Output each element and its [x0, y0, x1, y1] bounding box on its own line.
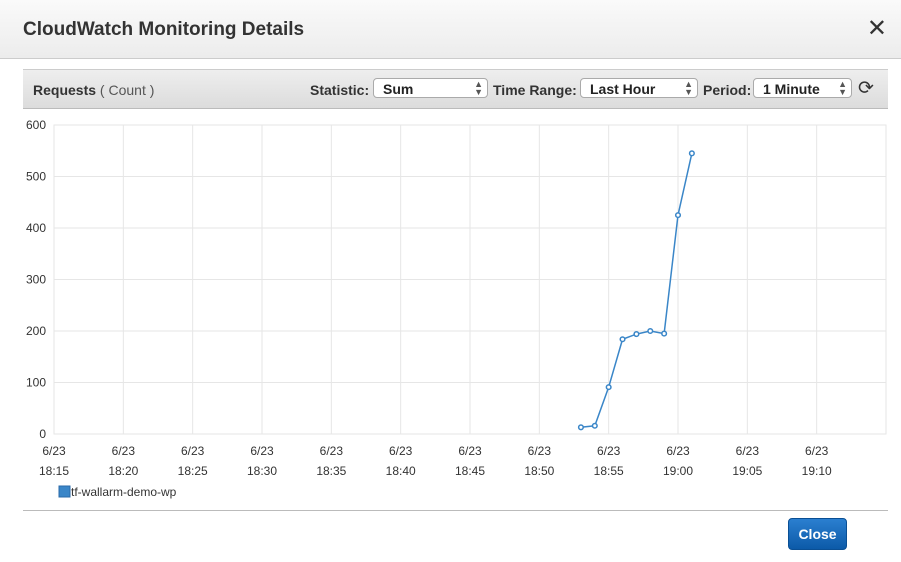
footer-divider	[23, 510, 888, 511]
dialog-title: CloudWatch Monitoring Details	[23, 19, 305, 40]
time-range-value: Last Hour	[590, 81, 656, 97]
x-tick-date: 6/23	[458, 444, 482, 458]
y-tick-label: 0	[39, 427, 46, 441]
x-tick-date: 6/23	[42, 444, 66, 458]
statistic-value: Sum	[383, 81, 414, 97]
x-tick-date: 6/23	[112, 444, 136, 458]
x-tick-time: 18:25	[178, 464, 208, 478]
period-value: 1 Minute	[763, 81, 820, 97]
data-point	[661, 330, 668, 337]
x-tick-time: 18:15	[39, 464, 69, 478]
close-button[interactable]: Close	[788, 518, 847, 550]
x-tick-date: 6/23	[320, 444, 344, 458]
data-point	[619, 336, 626, 343]
time-range-select[interactable]: Last Hour ▲ ▼	[580, 78, 698, 98]
y-tick-label: 600	[26, 118, 46, 132]
data-point	[688, 150, 695, 157]
select-arrows-icon: ▲ ▼	[474, 79, 483, 97]
x-tick-time: 19:05	[732, 464, 762, 478]
x-tick-time: 19:00	[663, 464, 693, 478]
x-tick-time: 18:35	[316, 464, 346, 478]
series-line	[580, 153, 693, 429]
x-tick-date: 6/23	[181, 444, 205, 458]
dialog-header: CloudWatch Monitoring Details ✕	[0, 0, 901, 59]
x-tick-date: 6/23	[666, 444, 690, 458]
refresh-icon[interactable]: ⟳	[858, 78, 874, 99]
period-label: Period:	[703, 82, 752, 98]
x-tick-date: 6/23	[805, 444, 829, 458]
requests-chart: 0 100 200 300 400 500 600 6/23 18:15 6/23 18:20 6/2…	[26, 118, 887, 499]
metric-unit: ( Count )	[99, 82, 155, 98]
statistic-label: Statistic:	[310, 82, 370, 98]
metric-name: Requests	[33, 82, 97, 98]
y-tick-label: 100	[26, 376, 46, 390]
select-arrows-icon: ▲ ▼	[838, 79, 847, 97]
close-icon[interactable]: ✕	[866, 15, 887, 42]
x-tick-time: 18:45	[455, 464, 485, 478]
metric-title: Requests ( Count )	[33, 82, 154, 98]
x-tick-time: 18:20	[108, 464, 138, 478]
x-tick-time: 18:40	[386, 464, 416, 478]
x-tick-date: 6/23	[597, 444, 621, 458]
data-point	[605, 384, 612, 391]
y-tick-label: 200	[26, 324, 46, 338]
legend-swatch	[58, 485, 71, 498]
data-point	[577, 424, 584, 431]
statistic-select[interactable]: Sum ▲ ▼	[373, 78, 488, 98]
x-tick-date: 6/23	[736, 444, 760, 458]
time-range-label: Time Range:	[493, 82, 577, 98]
data-point	[647, 327, 654, 335]
select-arrows-icon: ▲ ▼	[684, 79, 693, 97]
data-point	[674, 212, 682, 219]
x-tick-time: 19:10	[802, 464, 832, 478]
x-tick-date: 6/23	[528, 444, 552, 458]
data-point	[633, 331, 640, 338]
x-tick-date: 6/23	[250, 444, 274, 458]
x-tick-time: 18:30	[247, 464, 277, 478]
x-tick-date: 6/23	[389, 444, 413, 458]
y-tick-label: 500	[26, 170, 46, 184]
y-tick-label: 300	[26, 273, 46, 287]
y-tick-label: 400	[26, 221, 46, 235]
period-select[interactable]: 1 Minute ▲ ▼	[753, 78, 852, 98]
chart-toolbar: Requests ( Count ) Statistic: Sum ▲ ▼ Time…	[23, 69, 888, 109]
x-tick-time: 18:55	[594, 464, 624, 478]
legend-label: tf-wallarm-demo-wp	[71, 485, 177, 499]
x-tick-time: 18:50	[524, 464, 554, 478]
data-point	[591, 422, 598, 429]
